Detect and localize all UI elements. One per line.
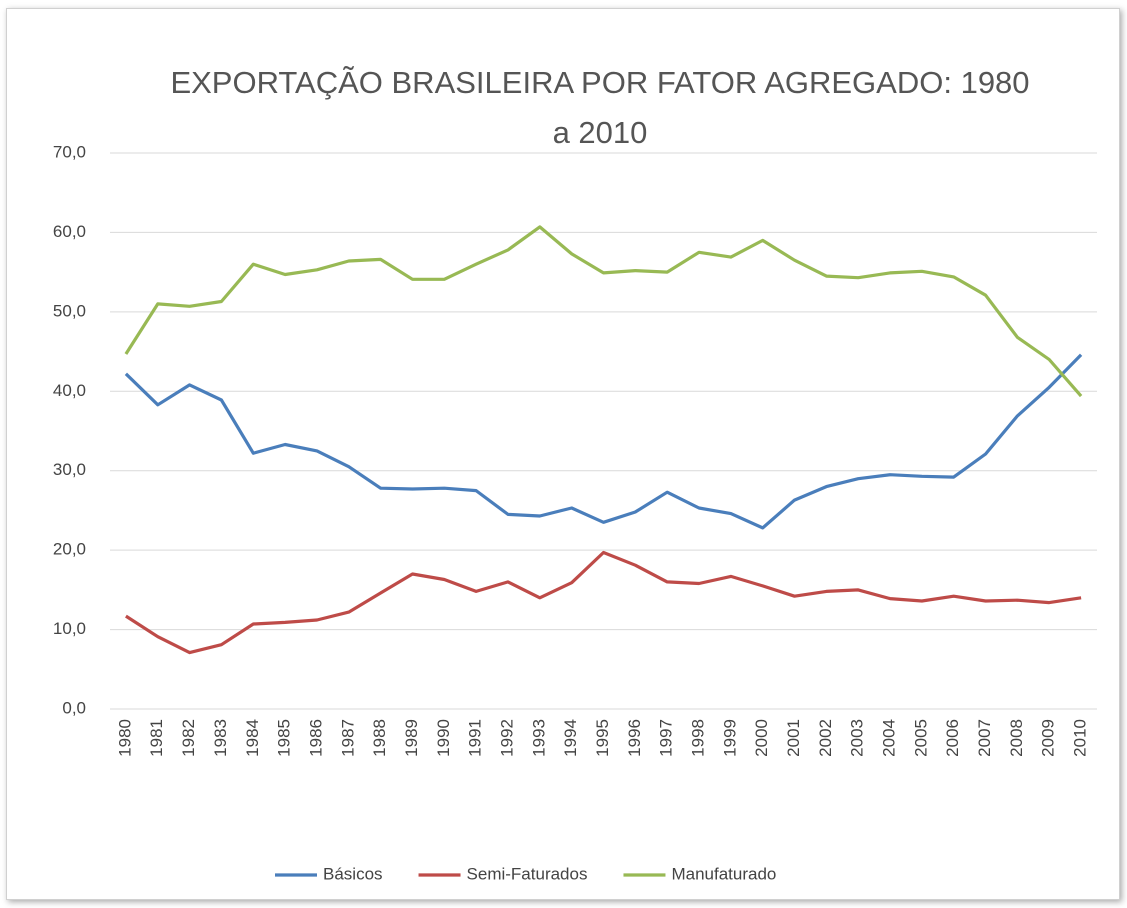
- legend-label: Manufaturado: [671, 864, 776, 883]
- x-tick-label: 1997: [657, 719, 676, 757]
- x-tick-label: 2009: [1039, 719, 1058, 757]
- y-tick-label: 10,0: [53, 619, 86, 638]
- y-tick-label: 50,0: [53, 301, 86, 320]
- x-tick-label: 1981: [147, 719, 166, 757]
- y-tick-label: 30,0: [53, 460, 86, 479]
- x-tick-label: 1989: [402, 719, 421, 757]
- x-tick-label: 2000: [752, 719, 771, 757]
- x-tick-label: 1999: [720, 719, 739, 757]
- x-tick-label: 1995: [593, 719, 612, 757]
- x-tick-label: 1985: [275, 719, 294, 757]
- y-tick-label: 40,0: [53, 381, 86, 400]
- x-tick-label: 1984: [243, 719, 262, 757]
- x-tick-label: 2001: [784, 719, 803, 757]
- y-tick-label: 70,0: [53, 142, 86, 161]
- y-tick-label: 20,0: [53, 540, 86, 559]
- series-line: [125, 550, 1082, 655]
- legend-label: Semi-Faturados: [467, 864, 588, 883]
- x-tick-label: 1987: [338, 719, 357, 757]
- x-tick-label: 2004: [880, 719, 899, 757]
- y-tick-label: 0,0: [62, 698, 86, 717]
- x-tick-label: 2008: [1007, 719, 1026, 757]
- x-tick-label: 2002: [816, 719, 835, 757]
- legend-label: Básicos: [323, 864, 383, 883]
- x-tick-label: 1982: [179, 719, 198, 757]
- x-tick-label: 1980: [115, 719, 134, 757]
- chart-frame: [6, 8, 1120, 900]
- chart-title: EXPORTAÇÃO BRASILEIRA POR FATOR AGREGADO…: [170, 65, 1030, 150]
- x-tick-label: 2006: [943, 719, 962, 757]
- x-tick-label: 1983: [211, 719, 230, 757]
- x-tick-label: 1986: [306, 719, 325, 757]
- x-tick-label: 2005: [911, 719, 930, 757]
- x-tick-label: 2007: [975, 719, 994, 757]
- x-tick-label: 1998: [689, 719, 708, 757]
- x-tick-label: 1993: [529, 719, 548, 757]
- x-tick-label: 1991: [466, 719, 485, 757]
- x-tick-label: 1988: [370, 719, 389, 757]
- y-tick-label: 60,0: [53, 222, 86, 241]
- x-tick-label: 2003: [848, 719, 867, 757]
- x-tick-label: 2010: [1071, 719, 1090, 757]
- x-tick-label: 1990: [434, 719, 453, 757]
- x-tick-label: 1996: [625, 719, 644, 757]
- series-line: [124, 225, 1083, 398]
- series-line: [124, 353, 1083, 530]
- x-tick-label: 1994: [561, 719, 580, 757]
- x-tick-label: 1992: [497, 719, 516, 757]
